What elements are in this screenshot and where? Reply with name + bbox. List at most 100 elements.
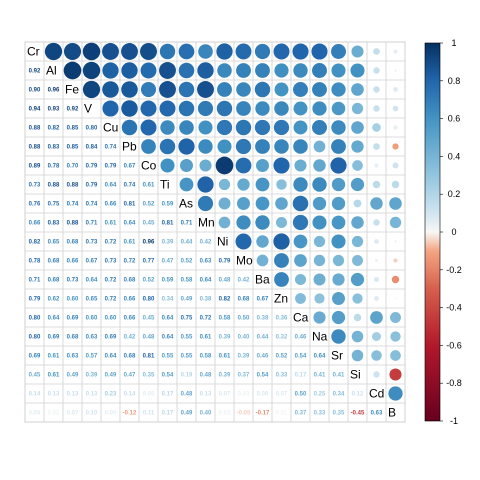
correlation-circle xyxy=(375,259,378,262)
correlation-value: 0.80 xyxy=(143,297,155,303)
diagonal-label: Co xyxy=(141,159,157,173)
correlation-value: 0.64 xyxy=(124,221,136,227)
correlation-value: 0.64 xyxy=(162,335,174,341)
correlation-circle xyxy=(389,368,401,380)
correlation-value: 0.08 xyxy=(257,392,269,398)
colorbar-tick-label: 0.8 xyxy=(448,76,461,86)
correlation-value: 0.68 xyxy=(124,278,136,284)
correlation-circle xyxy=(373,105,379,111)
correlation-circle xyxy=(314,141,326,153)
correlation-value: 0.82 xyxy=(29,240,41,246)
correlation-circle xyxy=(351,273,364,286)
correlation-value: 0.88 xyxy=(29,145,41,151)
correlation-circle xyxy=(393,163,399,169)
correlation-value: 0.96 xyxy=(143,240,155,246)
correlation-value: 0.48 xyxy=(219,278,231,284)
correlation-value: 0.83 xyxy=(48,221,60,227)
correlation-value: 0.68 xyxy=(48,278,60,284)
correlation-value: 0.12 xyxy=(352,392,364,398)
correlation-circle xyxy=(179,120,194,135)
correlation-circle xyxy=(392,276,399,283)
correlation-circle xyxy=(311,43,327,59)
correlation-circle xyxy=(121,62,137,78)
correlation-circle xyxy=(332,273,344,285)
correlation-value: 0.07 xyxy=(67,411,79,417)
colorbar-tick-label: -0.8 xyxy=(446,378,462,388)
correlation-value: 0.61 xyxy=(105,221,117,227)
correlation-value: 0.68 xyxy=(67,335,79,341)
correlation-circle xyxy=(314,293,324,303)
correlation-value: 0.64 xyxy=(314,354,326,360)
correlation-value: 0.69 xyxy=(48,335,60,341)
correlation-value: 0.63 xyxy=(67,354,79,360)
correlation-circle xyxy=(217,82,232,97)
correlation-circle xyxy=(371,350,382,361)
correlation-circle xyxy=(352,350,364,362)
correlation-circle xyxy=(198,44,213,59)
correlation-value: 0.88 xyxy=(29,126,41,132)
correlation-circle xyxy=(333,255,344,266)
correlation-value: 0.66 xyxy=(124,316,136,322)
correlation-value: 0.52 xyxy=(143,202,155,208)
correlation-circle xyxy=(159,81,176,98)
correlation-circle xyxy=(179,101,194,116)
correlation-value: 0.03 xyxy=(238,392,250,398)
correlation-value: 0.66 xyxy=(29,221,41,227)
correlation-value: 0.13 xyxy=(67,392,79,398)
correlation-value: 0.07 xyxy=(276,392,288,398)
correlation-circle xyxy=(64,62,82,80)
correlation-circle xyxy=(102,62,118,78)
correlation-value: 0.48 xyxy=(181,392,193,398)
correlation-value: 0.11 xyxy=(143,411,155,417)
diagonal-label: Sr xyxy=(331,349,343,363)
correlation-value: 0.05 xyxy=(105,411,117,417)
correlation-value: 0.63 xyxy=(86,335,98,341)
correlation-circle xyxy=(180,178,194,192)
correlation-value: 0.02 xyxy=(219,411,231,417)
correlation-value: 0.69 xyxy=(67,316,79,322)
correlation-circle xyxy=(388,386,402,400)
correlation-value: 0.13 xyxy=(200,392,212,398)
correlation-circle xyxy=(351,45,363,57)
correlation-circle xyxy=(392,181,399,188)
correlation-circle xyxy=(393,87,398,92)
correlation-value: 0.78 xyxy=(29,259,41,265)
correlation-circle xyxy=(393,49,397,53)
colorbar-tick-label: 0.6 xyxy=(448,114,461,124)
correlation-value: 0.93 xyxy=(48,107,60,113)
diagonal-label: Na xyxy=(312,330,328,344)
diagonal-label: Cu xyxy=(103,121,118,135)
correlation-value: 0.58 xyxy=(219,316,231,322)
correlation-value: 0.80 xyxy=(29,316,41,322)
colorbar-tick-label: 0.2 xyxy=(448,189,461,199)
correlation-value: 0.63 xyxy=(200,259,212,265)
correlation-value: 0.47 xyxy=(124,373,136,379)
correlation-circle xyxy=(160,158,174,172)
correlation-value: 0.34 xyxy=(333,392,345,398)
correlation-value: 0.78 xyxy=(48,164,60,170)
correlation-value: 0.71 xyxy=(86,221,98,227)
diagonal-label: Pb xyxy=(122,140,137,154)
diagonal-label: Ba xyxy=(255,273,270,287)
correlation-value: 0.42 xyxy=(124,335,136,341)
correlation-value: 0.58 xyxy=(181,278,193,284)
correlation-value: 0.54 xyxy=(162,373,174,379)
correlation-value: 0.48 xyxy=(200,373,212,379)
correlation-value: 0.39 xyxy=(86,373,98,379)
correlation-value: 0.49 xyxy=(105,373,117,379)
correlation-value: 0.13 xyxy=(48,392,60,398)
correlation-circle xyxy=(372,332,381,341)
correlation-value: 0.33 xyxy=(314,411,326,417)
correlation-circle xyxy=(331,120,345,134)
correlation-value: -0.45 xyxy=(351,411,365,417)
correlation-circle xyxy=(293,63,307,77)
correlation-circle xyxy=(236,63,251,78)
correlation-circle xyxy=(256,197,270,211)
correlation-circle xyxy=(331,82,345,96)
correlation-value: 0.73 xyxy=(86,240,98,246)
correlation-circle xyxy=(294,121,308,135)
colorbar-tick-label: 1 xyxy=(451,38,456,48)
correlation-circle xyxy=(312,63,327,78)
correlation-circle xyxy=(160,44,175,59)
correlation-circle xyxy=(352,331,364,343)
